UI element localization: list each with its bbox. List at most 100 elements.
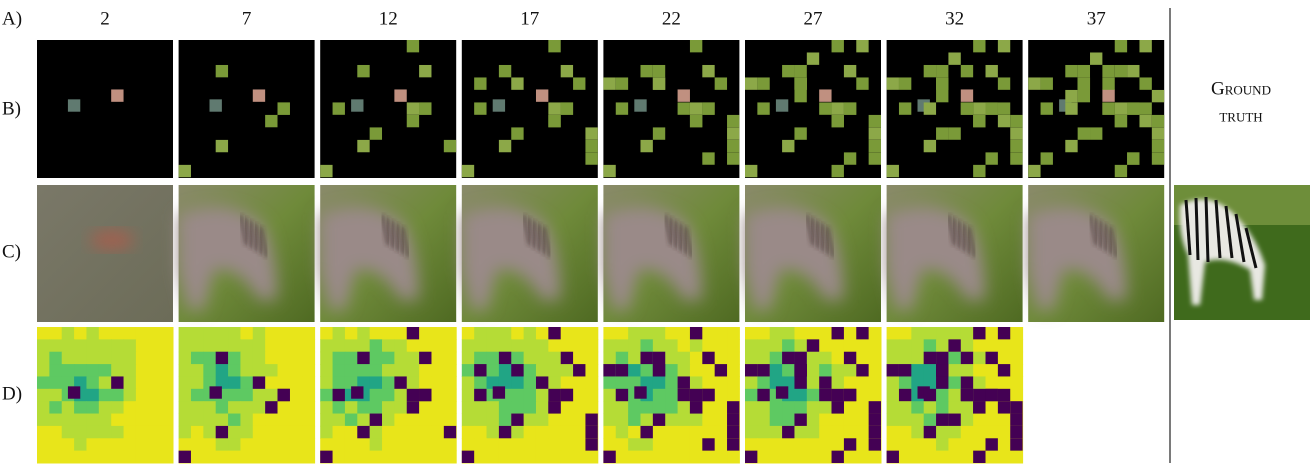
known-cell [794,352,806,364]
row-label: C) [2,241,21,262]
known-cell [548,401,560,413]
heat-cell [394,352,407,365]
known-cell [407,401,419,413]
patch [832,102,844,114]
heat-cell [561,451,574,464]
known-cell [419,352,431,364]
heat-cell [302,451,315,464]
heat-cell [573,339,586,352]
patch [1065,102,1077,114]
known-cell [320,451,332,463]
heat-cell [924,414,937,427]
heatmap [887,327,1024,464]
known-cell [653,364,665,376]
observed-patches [462,40,598,178]
heat-cell [1010,352,1023,365]
heat-cell [585,339,598,352]
heat-cell [474,327,487,340]
patch [407,40,419,52]
known-cell [869,401,881,413]
known-cell [832,389,844,401]
patch [961,65,973,77]
heat-cell [179,339,192,352]
heat-cell [431,376,444,389]
heat-cell [382,401,395,414]
heat-cell [924,327,937,340]
ground-truth-image [1174,185,1310,320]
heatmap [320,327,457,464]
heat-cell [394,339,407,352]
heat-cell [124,364,137,377]
heat-cell [986,327,999,340]
heat-cell [111,352,124,365]
heat-cell [499,364,512,377]
patch [561,102,573,114]
heat-cell [856,389,869,402]
heat-cell [240,401,253,414]
heat-cell [86,414,99,427]
patch [1078,65,1090,77]
heat-cell [961,401,974,414]
heat-cell [702,376,715,389]
heat-cell [887,389,900,402]
heat-cell [228,451,241,464]
heat-cell [665,376,678,389]
known-cell [603,364,615,376]
patch [499,65,511,77]
heat-cell [302,352,315,365]
heat-cell [536,339,549,352]
patch [111,89,123,101]
heat-cell [302,389,315,402]
known-cell [757,389,769,401]
heat-cell [320,389,333,402]
patch [1102,89,1114,101]
heat-cell [665,389,678,402]
heat-cell [745,414,758,427]
heat-cell [678,426,691,439]
heat-cell [474,339,487,352]
heat-cell [148,426,161,439]
patch [1152,140,1164,152]
known-cell [844,438,856,450]
patch [1127,152,1139,164]
reconstruction [320,185,456,322]
heat-cell [382,364,395,377]
heat-cell [394,451,407,464]
heat-cell [253,327,266,340]
heat-cell [431,414,444,427]
heat-cell [161,376,174,389]
heat-cell [782,438,795,451]
patch [948,127,960,139]
heat-cell [948,327,961,340]
patch [653,77,665,89]
heat-cell [887,414,900,427]
known-cell [924,352,936,364]
heat-cell [74,364,87,377]
heat-cell [240,438,253,451]
heat-cell [111,438,124,451]
heat-cell [278,327,291,340]
patch [869,152,881,164]
patch [936,65,948,77]
heat-cell [745,327,758,340]
heat-cell [203,438,216,451]
heat-cell [548,426,561,439]
patch [924,102,936,114]
known-cell [899,364,911,376]
known-cell [536,376,548,388]
heat-cell [702,414,715,427]
heat-cell [99,376,112,389]
ground-truth-label: truth [1219,105,1262,126]
heat-cell [911,426,924,439]
heat-cell [240,414,253,427]
patch [776,99,788,111]
known-cell [474,364,486,376]
heat-cell [474,352,487,365]
heat-cell [690,364,703,377]
patch [1078,77,1090,89]
heat-cell [370,339,383,352]
patch [973,102,985,114]
heat-cell [1010,339,1023,352]
heat-cell [240,352,253,365]
heat-cell [757,401,770,414]
